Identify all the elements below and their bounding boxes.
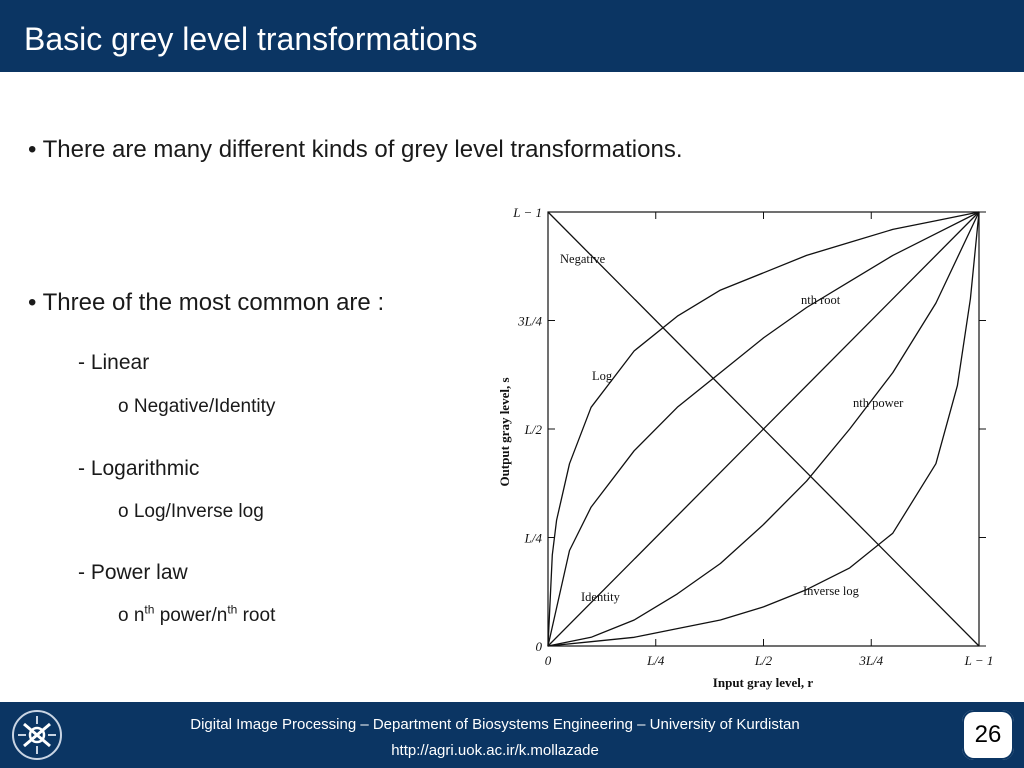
power-mid: power/n: [154, 605, 228, 626]
bullet-kinds: • There are many different kinds of grey…: [28, 136, 683, 163]
power-prefix: o n: [118, 605, 145, 626]
series-nth-power: [547, 211, 980, 647]
power-sup-2: th: [227, 602, 238, 617]
university-logo-icon: [12, 710, 62, 760]
power-sup-1: th: [144, 602, 155, 617]
item-nth-power-root: o nth power/nth root: [118, 604, 275, 628]
slide-title: Basic grey level transformations: [24, 21, 478, 57]
y-tick-label: L/2: [524, 422, 543, 437]
curve-label-identity: Identity: [581, 590, 621, 604]
page-number: 26: [962, 710, 1014, 760]
chart-ticks: 0 L/4 L/2 3L/4 L − 1 0 L/4 L/2 3L/4 L − 1: [512, 205, 993, 668]
item-negative-identity: o Negative/Identity: [118, 396, 276, 417]
curve-label-log: Log: [592, 369, 613, 383]
x-tick-label: L/2: [754, 653, 773, 668]
footer-course-info: Digital Image Processing – Department of…: [190, 716, 800, 733]
y-tick-label: 3L/4: [517, 314, 542, 329]
power-suffix: root: [237, 605, 276, 626]
curve-label-nth-root: nth root: [801, 293, 841, 307]
x-tick-label: 3L/4: [858, 653, 883, 668]
chart-series: [547, 211, 980, 647]
x-tick-label: 0: [545, 653, 552, 668]
bullet-common: • Three of the most common are :: [28, 289, 385, 316]
transformation-chart: 0 L/4 L/2 3L/4 L − 1 0 L/4 L/2 3L/4 L − 1 Negativ…: [497, 205, 993, 690]
footer-url[interactable]: http://agri.uok.ac.ir/k.mollazade: [391, 742, 599, 759]
item-linear: - Linear: [78, 351, 150, 374]
series-identity: [547, 211, 980, 647]
x-tick-label: L/4: [646, 653, 665, 668]
y-tick-label: L − 1: [512, 205, 542, 220]
curve-label-inverse-log: Inverse log: [803, 584, 860, 598]
curve-label-nth-power: nth power: [853, 396, 904, 410]
chart-labels: Negative nth root Log nth power Identity Inve…: [560, 252, 904, 604]
series-log: [547, 211, 980, 647]
item-power-law: - Power law: [78, 561, 188, 584]
series-inverse-log: [547, 211, 980, 647]
y-tick-label: L/4: [524, 531, 543, 546]
x-axis-label: Input gray level, r: [713, 675, 814, 690]
footer-bar: Digital Image Processing – Department of…: [0, 702, 1024, 768]
curve-label-negative: Negative: [560, 252, 606, 266]
series-nth-root: [547, 211, 980, 647]
y-axis-label: Output gray level, s: [497, 377, 512, 486]
item-log-inverse-log: o Log/Inverse log: [118, 501, 264, 522]
x-tick-label: L − 1: [964, 653, 994, 668]
y-tick-label: 0: [536, 639, 543, 654]
item-logarithmic: - Logarithmic: [78, 457, 200, 480]
title-bar: Basic grey level transformations: [0, 0, 1024, 72]
